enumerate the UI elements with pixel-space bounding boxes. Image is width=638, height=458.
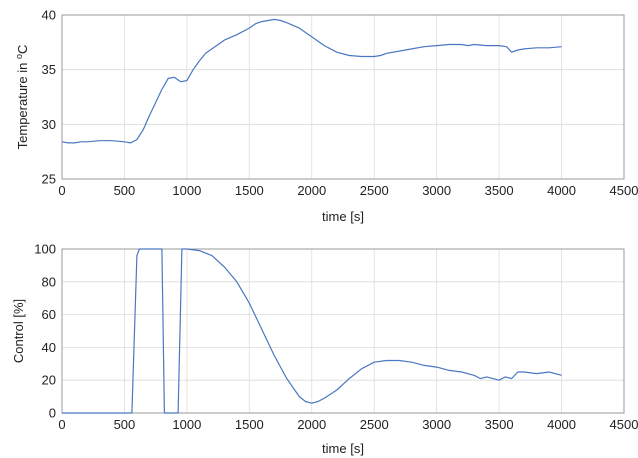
control-x-tick-label: 0 xyxy=(58,417,65,432)
temperature-x-tick-label: 4500 xyxy=(610,183,638,198)
temperature-y-tick-label: 30 xyxy=(42,117,56,132)
control-x-tick-label: 3500 xyxy=(485,417,514,432)
control-y-tick-label: 20 xyxy=(42,373,56,388)
temperature-plot-frame xyxy=(61,14,625,180)
control-x-tick-label: 2500 xyxy=(360,417,389,432)
control-x-axis-label: time [s] xyxy=(322,441,364,456)
temperature-series-line xyxy=(61,18,562,144)
temperature-x-tick-label: 500 xyxy=(114,183,136,198)
control-x-tick-label: 1500 xyxy=(235,417,264,432)
temperature-x-tick-label: 2500 xyxy=(360,183,389,198)
control-y-tick-label: 0 xyxy=(49,406,56,421)
control-x-tick-label: 500 xyxy=(114,417,136,432)
control-series-line xyxy=(62,248,562,414)
control-x-tick-label: 4500 xyxy=(610,417,638,432)
temperature-y-tick-label: 40 xyxy=(42,8,56,23)
temperature-x-axis-label: time [s] xyxy=(322,209,364,224)
control-y-tick-label: 60 xyxy=(42,307,56,322)
temperature-x-tick-label: 1500 xyxy=(235,183,264,198)
control-x-tick-label: 2000 xyxy=(297,417,326,432)
temperature-x-tick-label: 3500 xyxy=(485,183,514,198)
temperature-x-tick-label: 2000 xyxy=(297,183,326,198)
temperature-y-axis-label: Temperature in oC xyxy=(14,45,30,150)
temperature-x-tick-label: 4000 xyxy=(547,183,576,198)
control-x-tick-label: 3000 xyxy=(422,417,451,432)
temperature-x-tick-label: 1000 xyxy=(172,183,201,198)
temperature-y-tick-label: 35 xyxy=(42,62,56,77)
temperature-x-tick-label: 3000 xyxy=(422,183,451,198)
temperature-y-tick-label: 25 xyxy=(42,172,56,187)
control-x-tick-label: 1000 xyxy=(172,417,201,432)
control-x-tick-label: 4000 xyxy=(547,417,576,432)
control-y-tick-label: 40 xyxy=(42,340,56,355)
control-y-tick-label: 100 xyxy=(34,242,56,257)
temperature-chart: 0 500 1000 1500 2000 2500 3000 3500 4000 4500 25 3… xyxy=(14,8,638,225)
control-y-tick-label: 80 xyxy=(42,274,56,289)
control-chart: 0 500 1000 1500 2000 2500 3000 3500 4000 4500 0 20… xyxy=(11,242,638,457)
temperature-x-tick-label: 0 xyxy=(58,183,65,198)
control-y-axis-label: Control [%] xyxy=(11,299,26,363)
control-plot-frame xyxy=(61,248,625,414)
